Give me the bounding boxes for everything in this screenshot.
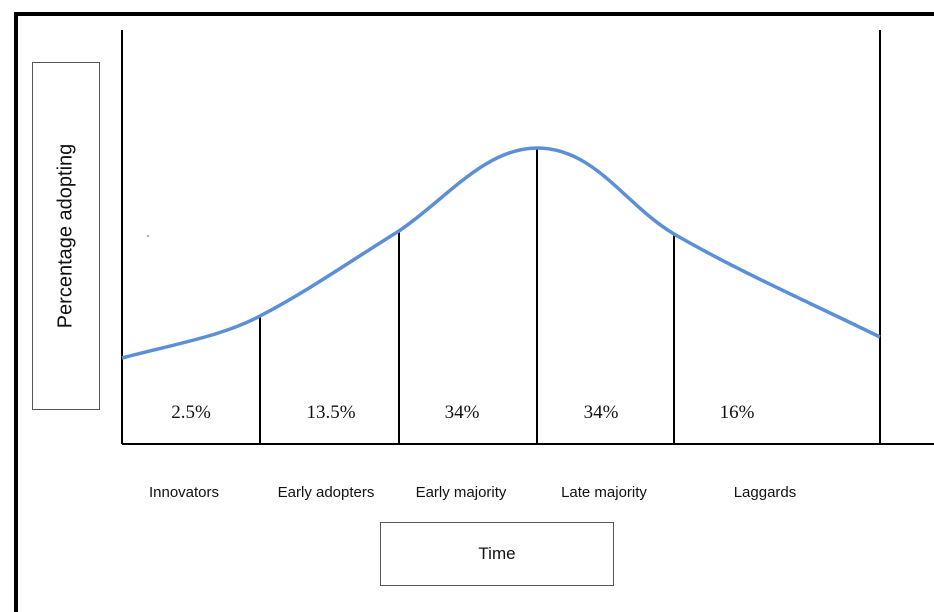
percent-label-early-majority: 34%: [444, 402, 480, 423]
x-axis-label: Time: [478, 544, 516, 563]
percent-label-innovators: 2.5%: [171, 402, 211, 423]
category-label-laggards: Laggards: [733, 484, 797, 501]
category-label-early-majority: Early majority: [415, 484, 507, 501]
percent-label-laggards: 16%: [719, 402, 755, 423]
category-label-late-majority: Late majority: [561, 484, 647, 501]
y-axis-label-box: [32, 62, 100, 410]
outer-frame: [14, 12, 934, 612]
percent-label-early-adopters: 13.5%: [306, 402, 356, 423]
adoption-curve-diagram: [121, 30, 934, 445]
adoption-curve: [121, 146, 881, 360]
stray-dot: [147, 235, 149, 237]
percent-label-late-majority: 34%: [583, 402, 619, 423]
category-label-innovators: Innovators: [148, 484, 220, 501]
y-axis-label: Percentage adopting: [54, 143, 77, 329]
category-label-early-adopters: Early adopters: [277, 484, 375, 501]
x-axis-label-box: Time: [380, 522, 614, 586]
